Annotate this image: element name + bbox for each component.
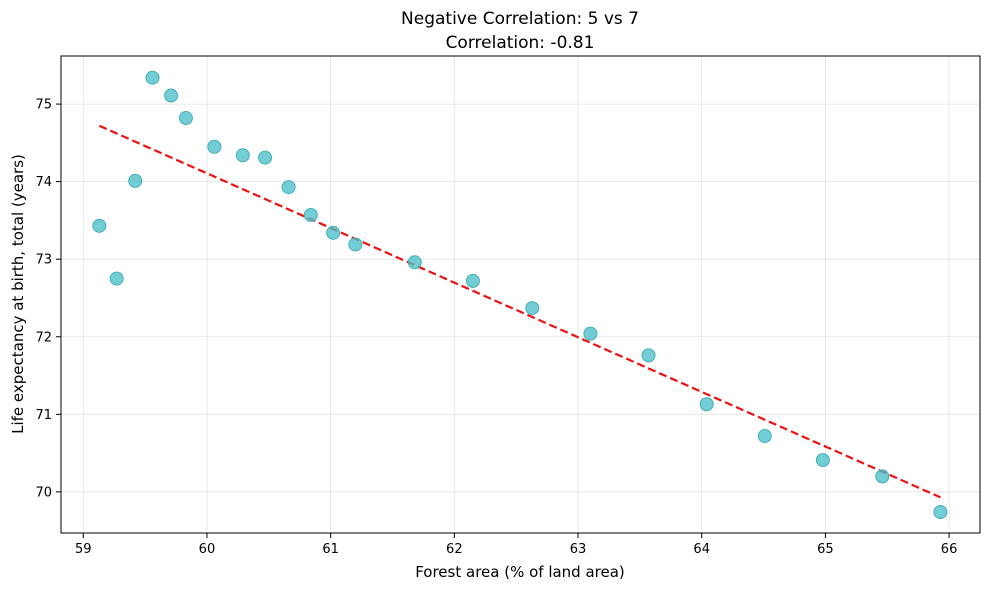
y-tick-label: 73 bbox=[35, 253, 52, 268]
x-axis-label: Forest area (% of land area) bbox=[415, 563, 625, 581]
trendline-layer bbox=[98, 124, 941, 499]
data-point bbox=[815, 453, 830, 468]
data-point bbox=[235, 148, 250, 163]
x-tick-label: 60 bbox=[199, 542, 216, 557]
data-point bbox=[699, 397, 714, 412]
plot-frame bbox=[60, 55, 981, 534]
y-tick-label: 74 bbox=[35, 175, 52, 190]
data-point bbox=[178, 111, 193, 126]
data-points bbox=[92, 70, 948, 520]
data-point bbox=[326, 225, 341, 240]
x-axis-ticks: 59 60 61 62 63 64 65 66 bbox=[75, 533, 957, 557]
grid-lines bbox=[61, 56, 980, 533]
data-point bbox=[348, 237, 363, 252]
data-point bbox=[164, 88, 179, 103]
data-point bbox=[757, 429, 772, 444]
x-tick-label: 61 bbox=[322, 542, 339, 557]
x-tick-label: 66 bbox=[941, 542, 958, 557]
chart-title: Negative Correlation: 5 vs 7 bbox=[401, 9, 639, 29]
x-tick-label: 62 bbox=[446, 542, 463, 557]
data-point bbox=[92, 218, 107, 233]
chart-subtitle: Correlation: -0.81 bbox=[446, 33, 595, 53]
data-point bbox=[465, 273, 480, 288]
data-point bbox=[258, 150, 273, 165]
data-point bbox=[583, 326, 598, 341]
x-tick-label: 59 bbox=[75, 542, 92, 557]
data-point bbox=[641, 348, 656, 363]
y-tick-label: 72 bbox=[35, 330, 52, 345]
data-point bbox=[525, 301, 540, 316]
y-tick-label: 75 bbox=[35, 98, 52, 113]
data-point bbox=[281, 180, 296, 195]
data-point bbox=[407, 255, 422, 270]
trend-line bbox=[98, 124, 941, 499]
x-tick-label: 64 bbox=[693, 542, 710, 557]
data-point bbox=[145, 70, 160, 85]
data-point bbox=[128, 173, 143, 188]
y-tick-label: 70 bbox=[35, 485, 52, 500]
x-tick-label: 65 bbox=[817, 542, 834, 557]
y-tick-label: 71 bbox=[35, 408, 52, 423]
data-point bbox=[109, 271, 124, 286]
data-point bbox=[207, 139, 222, 154]
x-tick-label: 63 bbox=[570, 542, 587, 557]
y-axis-ticks: 70 71 72 73 74 75 bbox=[35, 98, 61, 500]
data-point bbox=[303, 208, 318, 222]
data-point bbox=[933, 505, 948, 520]
y-axis-label: Life expectancy at birth, total (years) bbox=[9, 154, 27, 434]
data-point bbox=[875, 469, 890, 484]
